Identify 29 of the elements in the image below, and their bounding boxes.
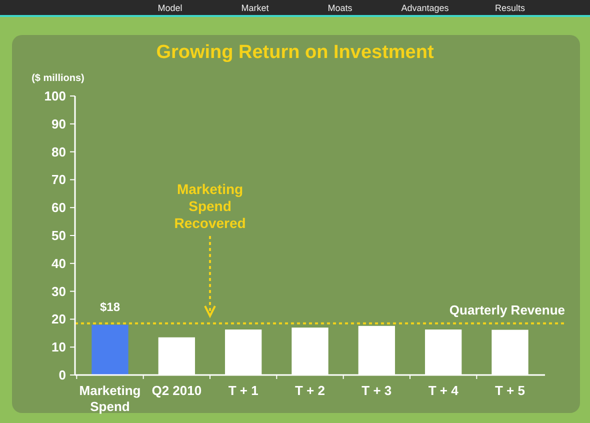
text: Market — [241, 3, 270, 13]
y-tick-label: 80 — [52, 144, 66, 160]
bar — [92, 324, 128, 375]
y-tick-label: 40 — [52, 256, 66, 271]
x-tick-label: Marketing Spend — [79, 383, 141, 414]
text: Results — [494, 3, 526, 13]
x-tick-label: T + 3 — [362, 383, 392, 398]
y-axis-title: ($ millions) — [32, 73, 84, 84]
x-tick-label: T + 4 — [428, 383, 460, 398]
y-tick-label: 20 — [52, 312, 66, 327]
text: Model — [158, 3, 182, 13]
y-tick-label: 90 — [52, 116, 66, 132]
ref-line-label: Quarterly Revenue — [449, 302, 565, 318]
text: Moats — [328, 3, 353, 13]
text: Advantages — [401, 3, 450, 13]
y-tick-label: 60 — [52, 200, 66, 216]
y-tick-label: 10 — [52, 340, 66, 355]
y-tick-label: 0 — [58, 368, 66, 382]
y-tick-label: 70 — [52, 172, 66, 188]
x-tick-label: Q2 2010 — [152, 383, 202, 398]
x-tick-label: T + 1 — [228, 383, 258, 398]
chart-title: Growing Return on Investment — [156, 42, 434, 63]
y-tick-label: 30 — [52, 284, 66, 299]
y-tick-label: 100 — [44, 88, 66, 104]
annotation: Marketing Spend Recovered — [174, 181, 246, 231]
x-tick-label: T + 2 — [295, 383, 325, 398]
x-tick-label: T + 5 — [495, 383, 525, 398]
data-label: $18 — [100, 300, 120, 314]
y-tick-label: 50 — [52, 228, 66, 243]
